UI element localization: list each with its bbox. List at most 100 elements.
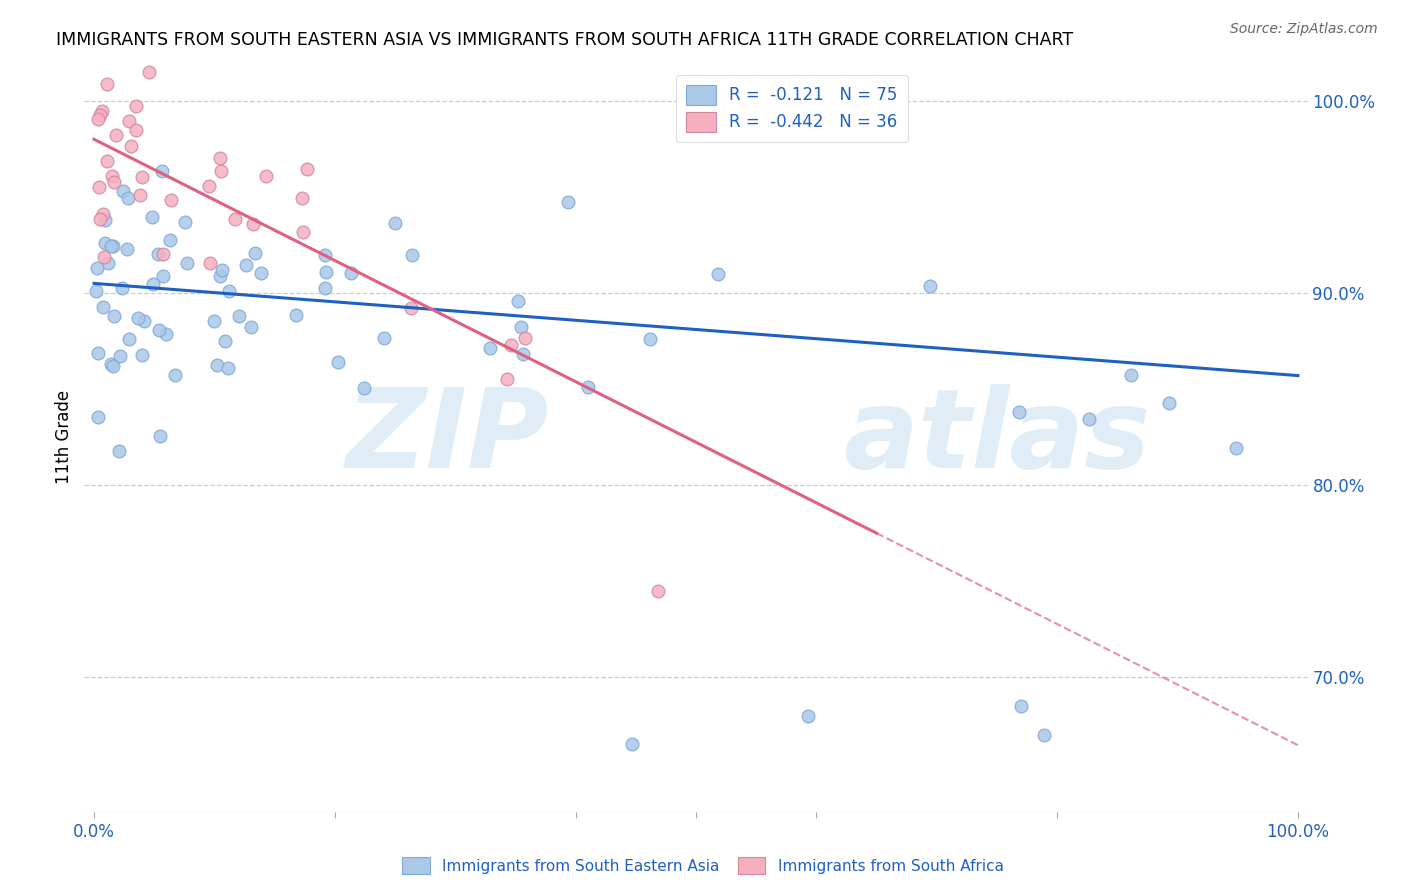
Point <box>94 213 117 227</box>
Point <box>100 239 122 253</box>
Point <box>141 277 163 291</box>
Point <box>101 169 124 184</box>
Point <box>138 65 160 79</box>
Point <box>148 322 170 336</box>
Point <box>1225 441 1247 455</box>
Point <box>125 98 148 112</box>
Point <box>118 332 141 346</box>
Point <box>647 583 669 598</box>
Point <box>217 361 239 376</box>
Point <box>638 332 661 346</box>
Point <box>111 281 134 295</box>
Point <box>214 334 236 349</box>
Point <box>118 113 141 128</box>
Point <box>797 708 820 723</box>
Point <box>295 162 318 177</box>
Text: atlas: atlas <box>842 384 1150 491</box>
Point <box>496 372 519 386</box>
Point <box>125 123 148 137</box>
Point <box>176 255 198 269</box>
Point <box>224 211 246 226</box>
Point <box>209 163 232 178</box>
Text: ZIP: ZIP <box>346 384 550 491</box>
Point <box>353 381 375 395</box>
Point <box>101 239 124 253</box>
Point <box>315 265 337 279</box>
Point <box>159 233 181 247</box>
Point <box>499 338 522 352</box>
Point <box>218 285 240 299</box>
Point <box>150 163 173 178</box>
Point <box>96 154 118 169</box>
Point <box>239 320 262 334</box>
Point <box>112 185 135 199</box>
Point <box>401 301 423 315</box>
Legend: R =  -0.121   N = 75, R =  -0.442   N = 36: R = -0.121 N = 75, R = -0.442 N = 36 <box>676 75 908 142</box>
Point <box>292 225 315 239</box>
Point <box>250 266 273 280</box>
Point <box>89 212 111 227</box>
Point <box>91 104 114 119</box>
Point <box>86 409 108 424</box>
Point <box>1008 405 1031 419</box>
Point <box>707 267 730 281</box>
Point <box>242 217 264 231</box>
Point <box>131 169 153 184</box>
Point <box>373 331 395 345</box>
Point <box>384 216 406 230</box>
Point <box>198 178 221 193</box>
Point <box>131 348 153 362</box>
Point <box>512 347 534 361</box>
Point <box>115 242 138 256</box>
Point <box>128 188 150 202</box>
Point <box>211 262 233 277</box>
Point <box>165 368 187 382</box>
Point <box>103 310 125 324</box>
Point <box>86 112 108 126</box>
Point <box>621 738 644 752</box>
Point <box>100 357 122 371</box>
Point <box>235 259 257 273</box>
Point <box>110 350 132 364</box>
Y-axis label: 11th Grade: 11th Grade <box>55 390 73 484</box>
Point <box>127 311 149 326</box>
Point <box>508 294 530 309</box>
Point <box>84 284 107 298</box>
Point <box>152 269 174 284</box>
Point <box>152 247 174 261</box>
Point <box>228 309 250 323</box>
Point <box>243 246 266 260</box>
Point <box>89 108 111 122</box>
Point <box>1077 411 1099 425</box>
Point <box>291 191 314 205</box>
Point <box>209 269 232 284</box>
Legend: Immigrants from South Eastern Asia, Immigrants from South Africa: Immigrants from South Eastern Asia, Immi… <box>396 851 1010 880</box>
Point <box>97 256 120 270</box>
Point <box>509 320 531 334</box>
Point <box>314 280 336 294</box>
Point <box>513 331 536 345</box>
Point <box>401 247 423 261</box>
Point <box>132 314 155 328</box>
Point <box>149 428 172 442</box>
Point <box>920 279 942 293</box>
Point <box>208 151 231 165</box>
Point <box>478 342 501 356</box>
Point <box>159 194 181 208</box>
Point <box>101 359 124 373</box>
Point <box>205 358 228 372</box>
Point <box>108 444 131 458</box>
Point <box>87 180 110 194</box>
Point <box>285 308 308 322</box>
Point <box>1010 699 1032 714</box>
Point <box>93 235 115 250</box>
Point <box>105 128 128 143</box>
Point <box>314 247 336 261</box>
Point <box>202 314 225 328</box>
Point <box>173 215 195 229</box>
Point <box>1157 396 1180 410</box>
Text: Source: ZipAtlas.com: Source: ZipAtlas.com <box>1230 22 1378 37</box>
Point <box>117 191 139 205</box>
Point <box>155 327 177 342</box>
Point <box>557 195 579 210</box>
